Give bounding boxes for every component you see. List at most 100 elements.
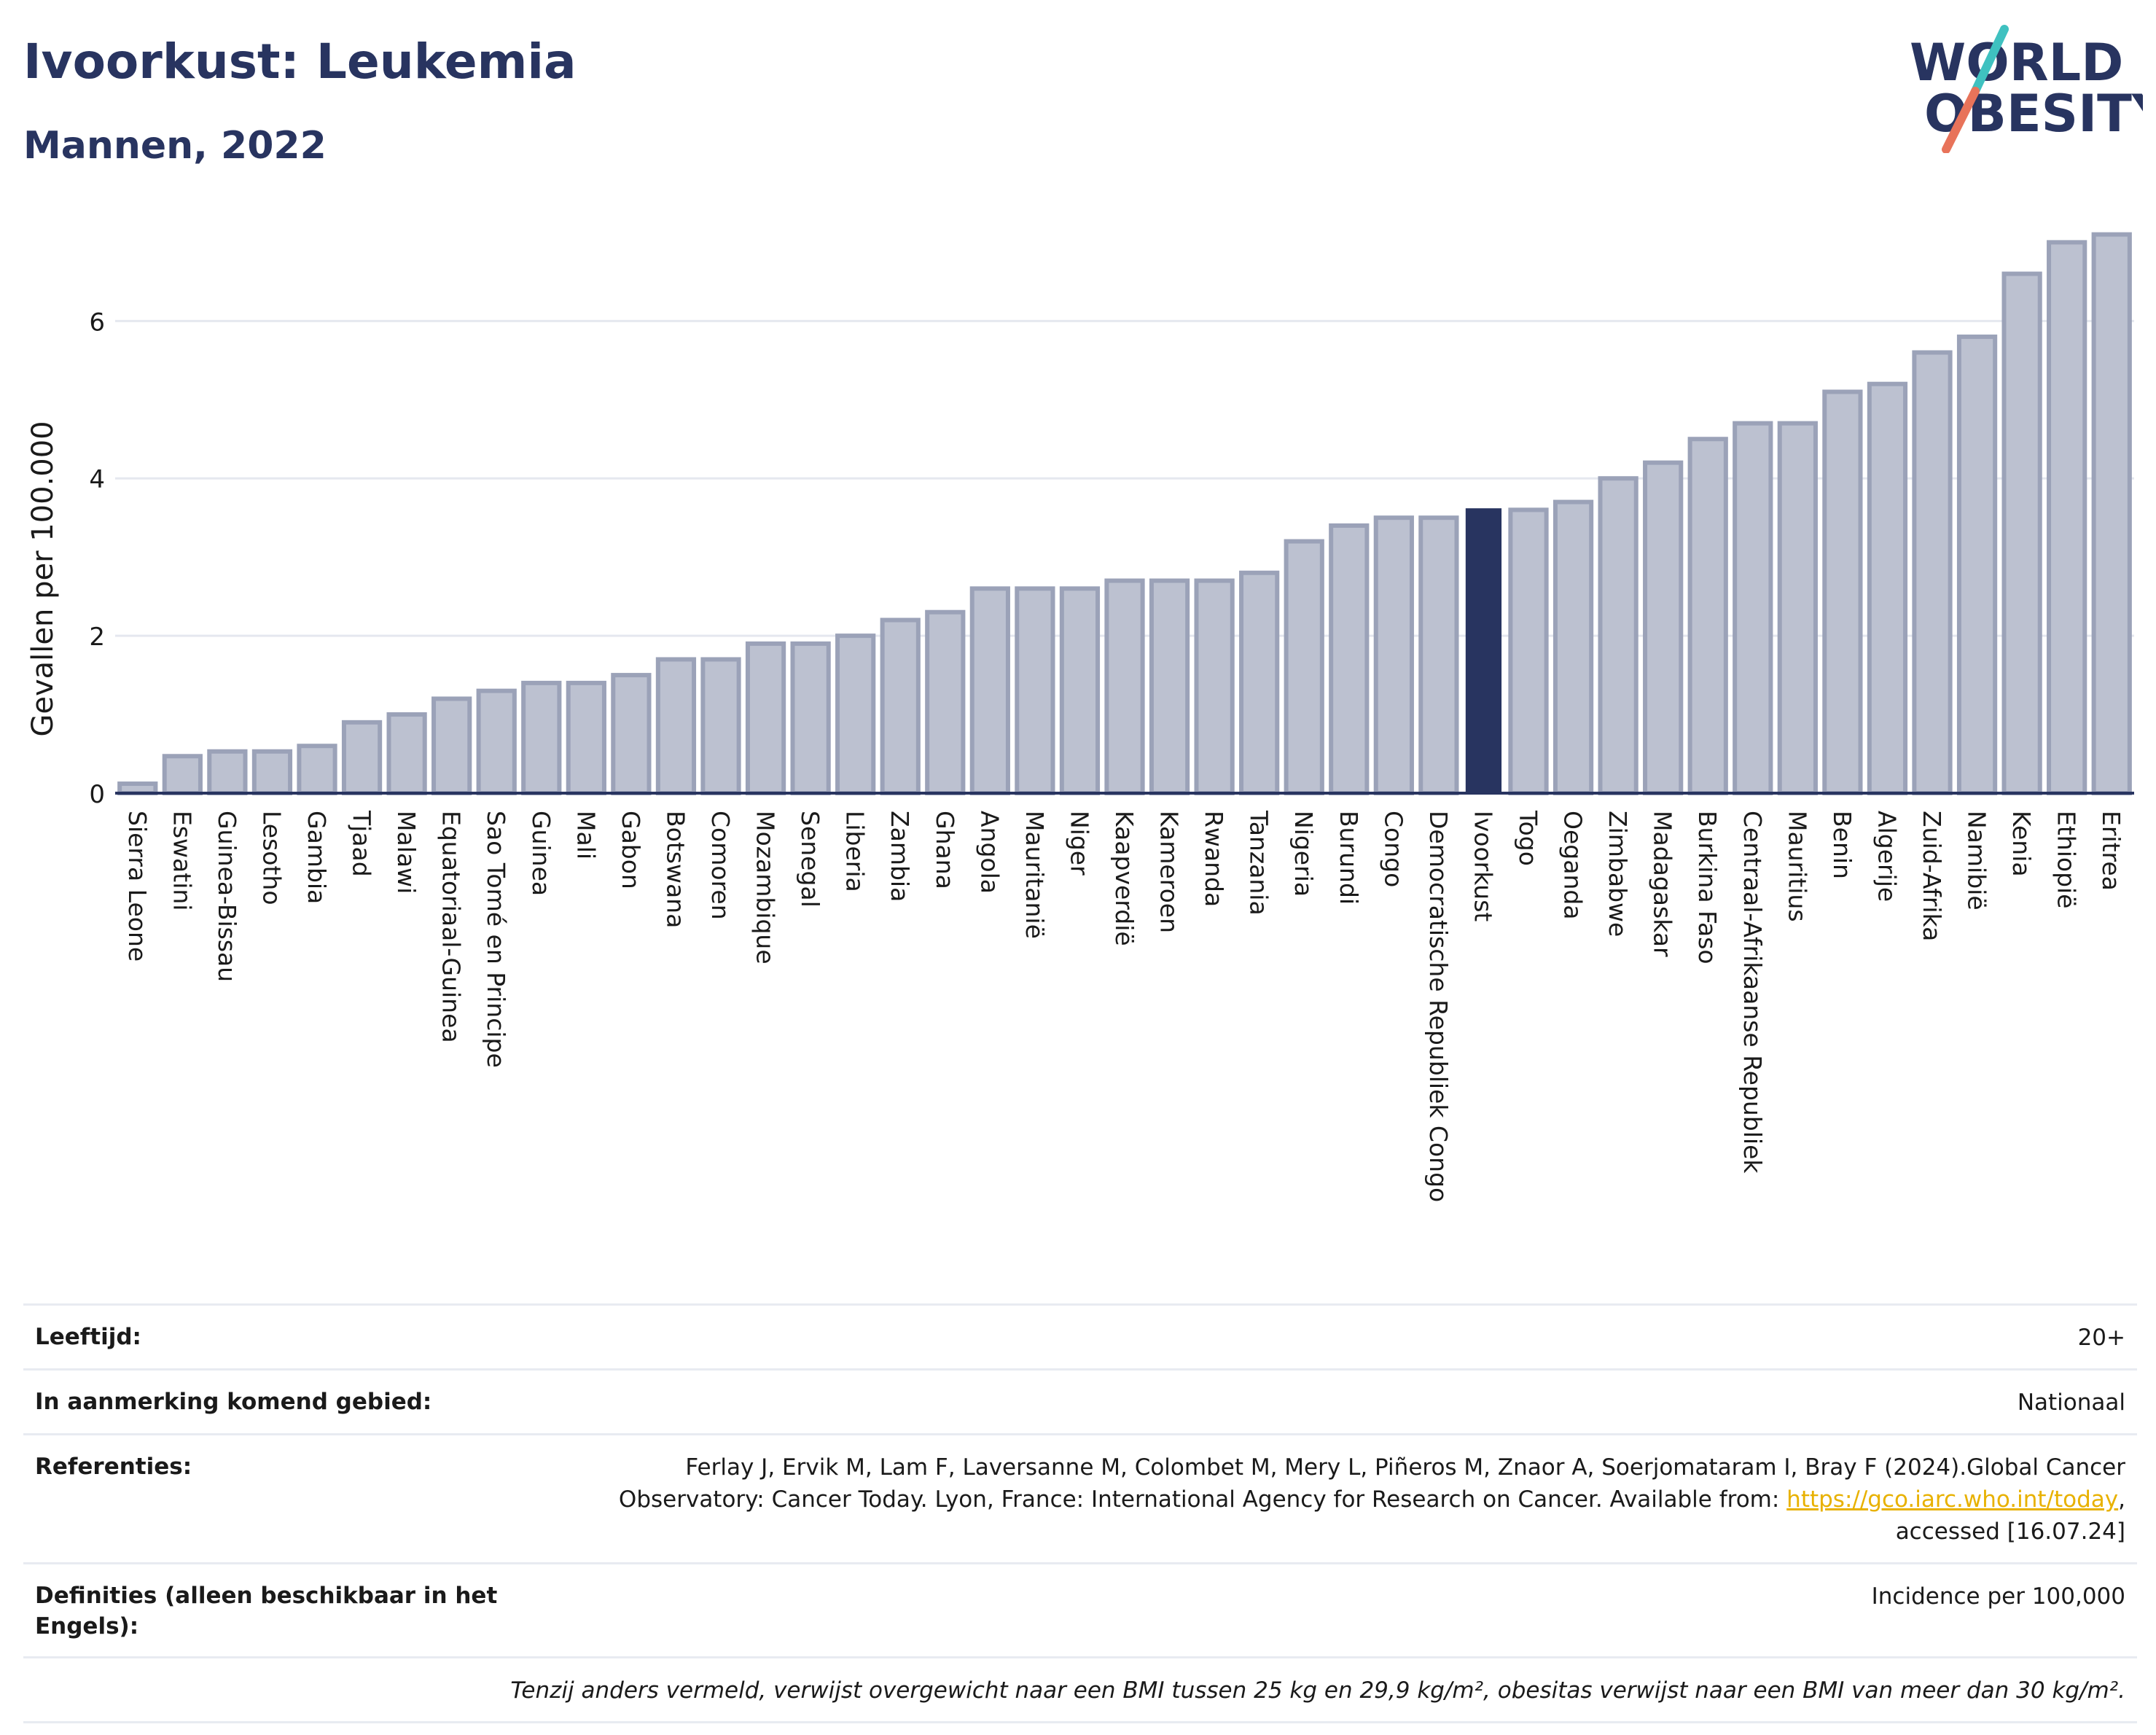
bar-namibi-	[1956, 334, 1998, 796]
bar-senegal	[790, 641, 831, 795]
x-tick-label: Kenia	[2007, 811, 2036, 877]
bar-ghana	[925, 609, 966, 795]
bar-democratische-republiek-congo	[1418, 515, 1459, 795]
bar-mauritani-	[1015, 586, 1055, 795]
x-tick-label: Burkina Faso	[1693, 811, 1722, 964]
x-tick-label: Malawi	[392, 811, 421, 894]
x-tick-label: Sierra Leone	[123, 811, 152, 962]
bar-malawi	[386, 712, 427, 796]
page-title: Ivoorkust: Leukemia	[23, 34, 577, 90]
bar-gambia	[297, 744, 337, 795]
x-tick-label: Algerije	[1872, 811, 1901, 902]
info-row-area: In aanmerking komend gebied: Nationaal	[23, 1368, 2137, 1433]
x-tick-label: Nigeria	[1289, 811, 1318, 897]
bar-algerije	[1867, 381, 1908, 795]
x-tick-label: Guinea-Bissau	[213, 811, 241, 982]
x-tick-label: Madagaskar	[1649, 811, 1677, 957]
bar-chart: 0 2 4 6 Gevallen per 100.000 Sierra Leone Esw…	[26, 232, 2134, 1202]
references-text-3: accessed [16.07.24]	[1895, 1518, 2125, 1545]
x-tick-label: Eritrea	[2097, 811, 2125, 891]
x-tick-label: Mali	[571, 811, 600, 859]
bars	[117, 232, 2132, 796]
axes: 0 2 4 6 Gevallen per 100.000	[26, 308, 2134, 809]
x-tick-label: Ethiopië	[2053, 811, 2081, 908]
x-tick-label: Mauritius	[1783, 811, 1811, 922]
x-tick-label: Ivoorkust	[1469, 811, 1497, 921]
info-row-note: Tenzij anders vermeld, verwijst overgewi…	[23, 1656, 2137, 1723]
definitions-label: Definities (alleen beschikbaar in het En…	[35, 1583, 498, 1640]
bar-botswana	[655, 657, 697, 796]
x-tick-label: Guinea	[527, 811, 555, 896]
bar-kameroen	[1149, 578, 1190, 796]
x-tick-label: Rwanda	[1200, 811, 1228, 907]
svg-text:WORLD: WORLD	[1910, 33, 2123, 93]
category-labels: Sierra Leone Eswatini Guinea-Bissau Lesotho…	[123, 810, 2125, 1202]
x-tick-label: Niger	[1065, 811, 1093, 876]
references-value: Ferlay J, Ervik M, Lam F, Laversanne M, …	[618, 1454, 2125, 1545]
bar-lesotho	[251, 749, 293, 796]
bar-mozambique	[745, 641, 786, 795]
x-tick-label: Tjaad	[348, 810, 376, 877]
bar-comoren	[700, 657, 741, 796]
bar-congo	[1373, 515, 1414, 795]
world-obesity-logo: WORLD OBESITY	[1895, 22, 2156, 154]
bar-zambia	[880, 617, 921, 796]
x-tick-label: Mozambique	[751, 811, 780, 964]
area-value: Nationaal	[2017, 1389, 2125, 1416]
info-row-references: Referenties: Ferlay J, Ervik M, Lam F, L…	[23, 1433, 2137, 1562]
y-tick-label: 6	[89, 308, 105, 337]
x-tick-label: Senegal	[796, 811, 824, 908]
bar-nigeria	[1284, 539, 1324, 795]
bar-benin	[1822, 389, 1863, 795]
age-value: 20+	[2077, 1325, 2125, 1351]
x-tick-label: Congo	[1379, 811, 1407, 887]
bar-niger	[1059, 586, 1101, 795]
age-label: Leeftijd:	[35, 1324, 141, 1350]
x-tick-label: Liberia	[841, 811, 870, 892]
bar-mali	[566, 680, 606, 795]
bar-oeganda	[1552, 499, 1594, 795]
bar-eswatini	[162, 754, 203, 795]
area-label: In aanmerking komend gebied:	[35, 1389, 432, 1415]
bar-ivoorkust	[1465, 508, 1502, 793]
bar-guinea-bissau	[207, 749, 248, 796]
info-table: Leeftijd: 20+ In aanmerking komend gebie…	[23, 1303, 2137, 1723]
bar-kaapverdi-	[1104, 578, 1145, 796]
x-tick-label: Zimbabwe	[1604, 811, 1632, 937]
bar-tjaad	[341, 720, 383, 795]
y-axis-label: Gevallen per 100.000	[26, 421, 60, 736]
x-tick-label: Tanzania	[1245, 810, 1273, 916]
bar-centraal-afrikaanse-republiek	[1733, 421, 1773, 795]
info-row-age: Leeftijd: 20+	[23, 1303, 2137, 1368]
x-tick-label: Oeganda	[1559, 811, 1587, 920]
x-tick-label: Eswatini	[168, 811, 196, 911]
y-tick-label: 2	[89, 623, 105, 652]
bar-burkina-faso	[1687, 437, 1728, 795]
info-row-definitions: Definities (alleen beschikbaar in het En…	[23, 1562, 2137, 1656]
x-tick-label: Mauritanië	[1020, 811, 1049, 939]
bar-equatoriaal-guinea	[431, 696, 472, 795]
x-tick-label: Sao Tomé en Principe	[482, 811, 510, 1068]
x-tick-label: Zambia	[886, 811, 914, 902]
x-tick-label: Zuid-Afrika	[1918, 811, 1946, 941]
x-tick-label: Centraal-Afrikaanse Republiek	[1738, 811, 1767, 1174]
x-tick-label: Equatoriaal-Guinea	[437, 811, 466, 1043]
x-tick-label: Togo	[1514, 810, 1542, 866]
references-text-1: Ferlay J, Ervik M, Lam F, Laversanne M, …	[685, 1454, 2125, 1481]
x-tick-label: Gambia	[302, 811, 331, 904]
x-tick-label: Burundi	[1335, 811, 1363, 905]
bar-rwanda	[1194, 578, 1235, 796]
references-text-2: Observatory: Cancer Today. Lyon, France:…	[618, 1486, 1787, 1513]
bar-angola	[969, 586, 1010, 795]
bar-madagaskar	[1643, 460, 1684, 795]
x-tick-label: Benin	[1828, 811, 1856, 879]
bar-burundi	[1329, 523, 1370, 796]
x-tick-label: Botswana	[661, 811, 690, 928]
bar-zuid-afrika	[1912, 350, 1953, 795]
x-tick-label: Gabon	[617, 811, 645, 889]
bar-mauritius	[1777, 421, 1818, 795]
bar-sao-tom-en-principe	[476, 688, 517, 795]
bar-ethiopi-	[2047, 240, 2087, 796]
bar-tanzania	[1239, 570, 1280, 795]
references-link[interactable]: https://gco.iarc.who.int/today	[1786, 1486, 2119, 1513]
